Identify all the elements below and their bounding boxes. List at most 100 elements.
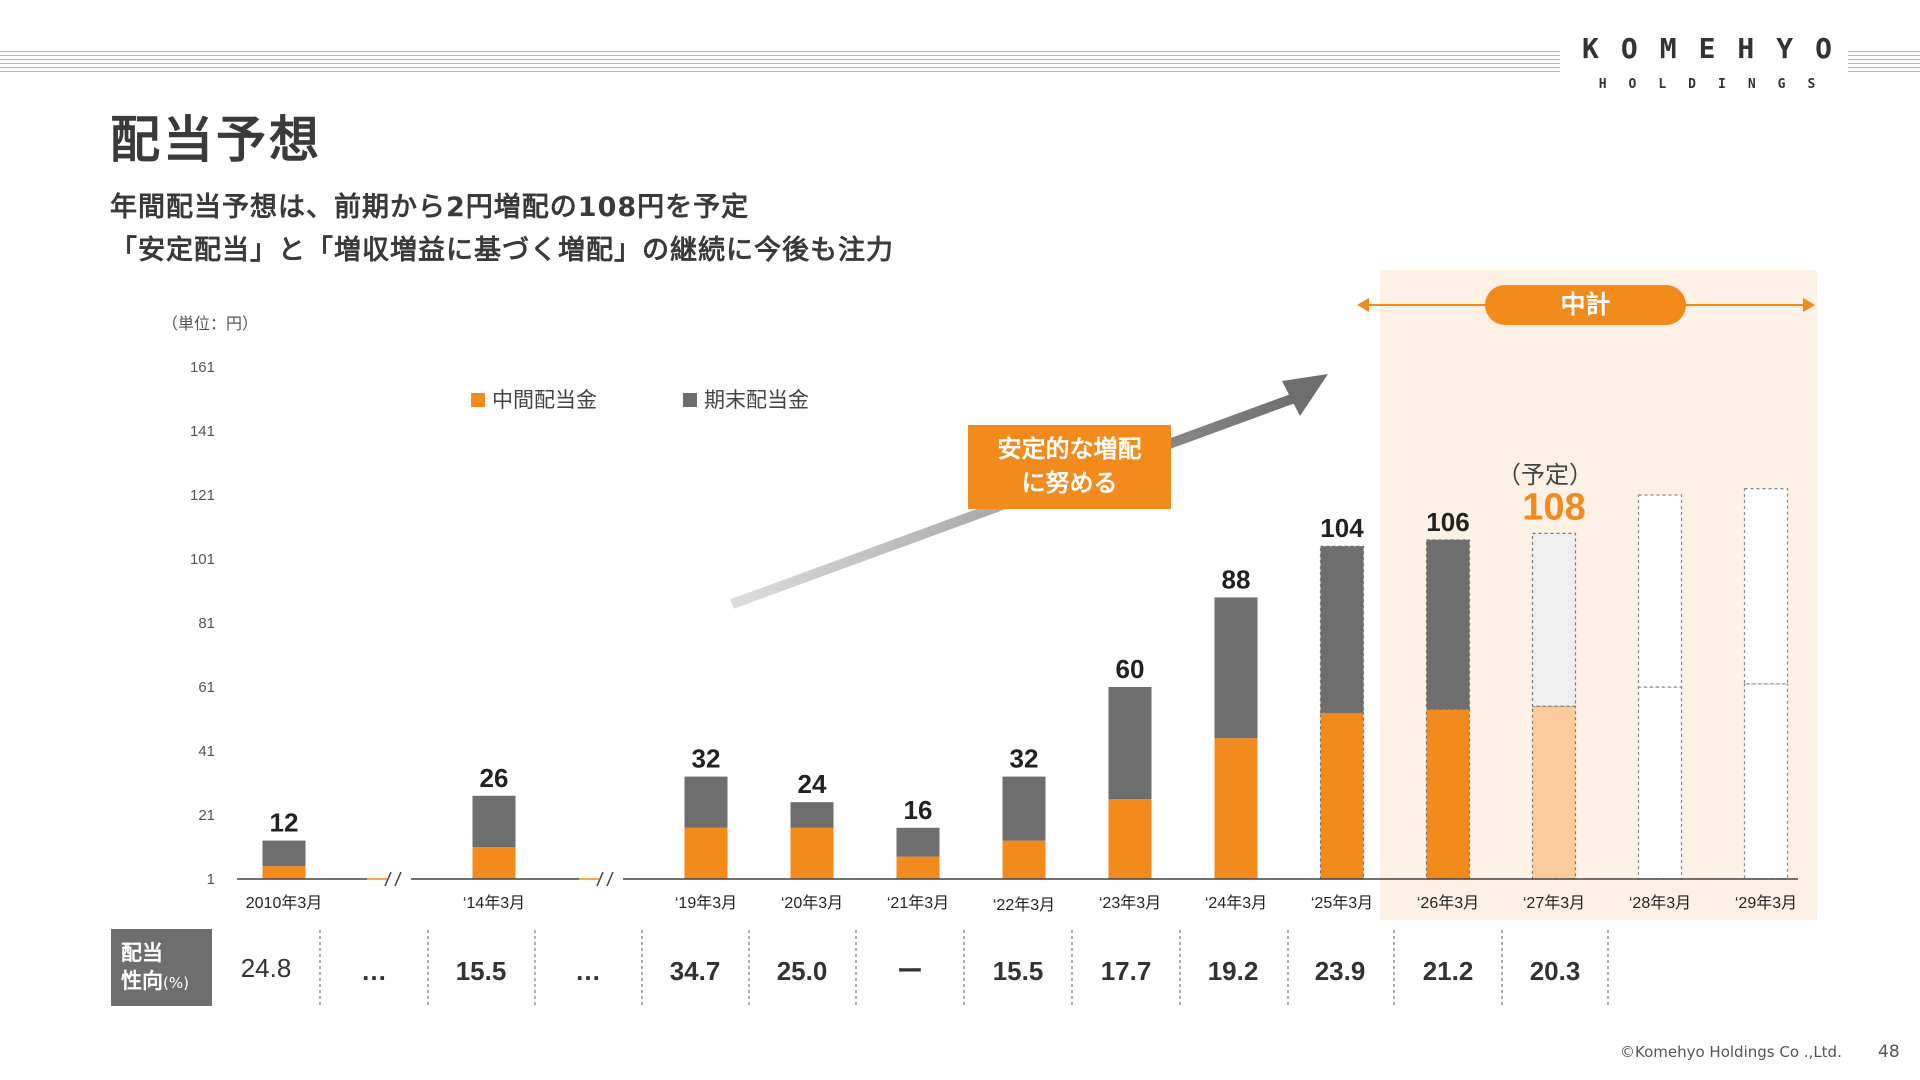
callout-box: 安定的な増配 に努める	[968, 425, 1171, 509]
axis-break-gap	[367, 876, 411, 882]
callout-line1: 安定的な増配	[997, 435, 1142, 463]
chart-legend: 中間配当金 期末配当金	[471, 389, 809, 412]
bar-interim	[896, 856, 940, 879]
x-tick-label: ‘23年3月	[1099, 894, 1161, 912]
bar-total-label: 16	[904, 795, 933, 825]
logo-line1: KOMEHYO	[1582, 32, 1855, 65]
payout-ratio-value: 17.7	[1101, 956, 1152, 986]
bar-interim	[1002, 840, 1046, 879]
payout-ratio-value: …	[575, 956, 601, 986]
unit-label: （単位：円）	[162, 314, 259, 333]
x-tick-label: 2010年3月	[246, 894, 323, 912]
bar-year-end	[684, 776, 728, 828]
payout-ratio-value: 25.0	[777, 956, 828, 986]
payout-ratio-value: ー	[897, 956, 923, 986]
bar-year-end	[1319, 545, 1365, 714]
callout-line2: に努める	[1021, 469, 1118, 497]
payout-ratio-value: 15.5	[456, 956, 507, 986]
bar-year-end	[472, 795, 516, 847]
payout-ratio-value: 34.7	[670, 956, 721, 986]
future-bar-upper	[1743, 488, 1789, 685]
payout-ratio-value: 21.2	[1423, 956, 1474, 986]
company-logo: KOMEHYO HOLDINGS	[1582, 32, 1832, 92]
payout-label-unit: (%)	[163, 974, 189, 992]
payout-ratio-value: 19.2	[1208, 956, 1259, 986]
bar-total-label: 60	[1116, 654, 1145, 684]
page-title: 配当予想	[110, 111, 322, 169]
x-tick-label: ‘22年3月	[993, 896, 1055, 914]
bar-interim	[790, 827, 834, 879]
future-bar-lower	[1743, 683, 1789, 880]
bar-year-end	[1531, 532, 1577, 707]
legend-label-year-end: 期末配当金	[704, 389, 809, 412]
bar-interim	[1425, 708, 1471, 880]
x-tick-label: ‘24年3月	[1205, 894, 1267, 912]
legend-swatch-interim	[471, 393, 485, 407]
forecast-label: （予定）	[1497, 462, 1593, 489]
axis-break-gap	[579, 876, 623, 882]
axis-break-mark	[606, 871, 614, 887]
bar-year-end	[262, 840, 306, 867]
x-tick-label: ‘28年3月	[1629, 894, 1691, 912]
bar-total-label: 32	[692, 744, 721, 774]
payout-ratio-value: …	[361, 956, 387, 986]
bar-year-end	[896, 827, 940, 857]
header-decorative-lines	[0, 51, 1560, 73]
bar-interim	[1531, 705, 1577, 880]
x-tick-label: ‘14年3月	[463, 894, 525, 912]
y-tick-label: 1	[207, 871, 215, 888]
bar-total-label: 104	[1320, 513, 1364, 543]
future-bar-lower	[1637, 686, 1683, 880]
bar-interim	[472, 847, 516, 879]
plan-period-label: 中計	[1485, 285, 1686, 325]
axis-break-mark	[596, 871, 604, 887]
legend-swatch-year-end	[683, 393, 697, 407]
bar-interim	[1319, 711, 1365, 880]
bar-total-label: 26	[480, 763, 509, 793]
bar-total-label: 32	[1010, 744, 1039, 774]
bar-year-end	[1214, 597, 1258, 739]
bar-total-label: 12	[270, 808, 299, 838]
x-tick-label: ‘27年3月	[1523, 894, 1585, 912]
x-tick-label: ‘25年3月	[1311, 894, 1373, 912]
x-tick-label: ‘20年3月	[781, 894, 843, 912]
y-tick-label: 41	[198, 743, 215, 760]
payout-ratio-value: 15.5	[993, 956, 1044, 986]
subtitle-line-1: 年間配当予想は、前期から2円増配の108円を予定	[110, 192, 750, 223]
axis-break-mark	[394, 871, 402, 887]
future-bar-upper	[1637, 494, 1683, 688]
x-tick-label: ‘26年3月	[1417, 894, 1479, 912]
payout-ratio-value: 24.8	[241, 953, 292, 983]
payout-label-line2: 性向	[121, 969, 163, 993]
bar-total-label: 88	[1222, 564, 1251, 594]
forecast-total-label: 108	[1522, 486, 1585, 528]
header-decorative-lines-right	[1848, 51, 1920, 73]
bar-interim	[1214, 738, 1258, 879]
y-tick-label: 101	[190, 551, 215, 568]
bar-interim	[262, 866, 306, 879]
payout-ratio-label-box: 配当 性向(%)	[111, 929, 212, 1006]
bar-interim	[1108, 799, 1152, 879]
y-tick-label: 161	[190, 359, 215, 376]
axis-break-mark	[384, 871, 392, 887]
payout-ratio-value: 23.9	[1315, 956, 1366, 986]
bar-total-label: 106	[1426, 507, 1469, 537]
bar-year-end	[790, 802, 834, 828]
y-tick-label: 81	[198, 615, 215, 632]
logo-line2: HOLDINGS	[1598, 77, 1838, 92]
x-tick-label: ‘19年3月	[675, 894, 737, 912]
footer-copyright: ©Komehyo Holdings Co .,Ltd.	[1620, 1043, 1842, 1061]
y-tick-label: 21	[198, 807, 215, 824]
y-tick-label: 141	[190, 423, 215, 440]
bar-interim	[684, 827, 728, 879]
page-number: 48	[1878, 1042, 1900, 1062]
x-tick-label: ‘21年3月	[887, 894, 949, 912]
payout-ratio-value: 20.3	[1530, 956, 1581, 986]
subtitle-line-2: 「安定配当」と「増収増益に基づく増配」の継続に今後も注力	[110, 235, 894, 266]
bar-year-end	[1002, 776, 1046, 841]
legend-label-interim: 中間配当金	[492, 389, 597, 412]
bar-total-label: 24	[798, 769, 827, 799]
bar-year-end	[1108, 687, 1152, 799]
bar-year-end	[1425, 539, 1471, 710]
